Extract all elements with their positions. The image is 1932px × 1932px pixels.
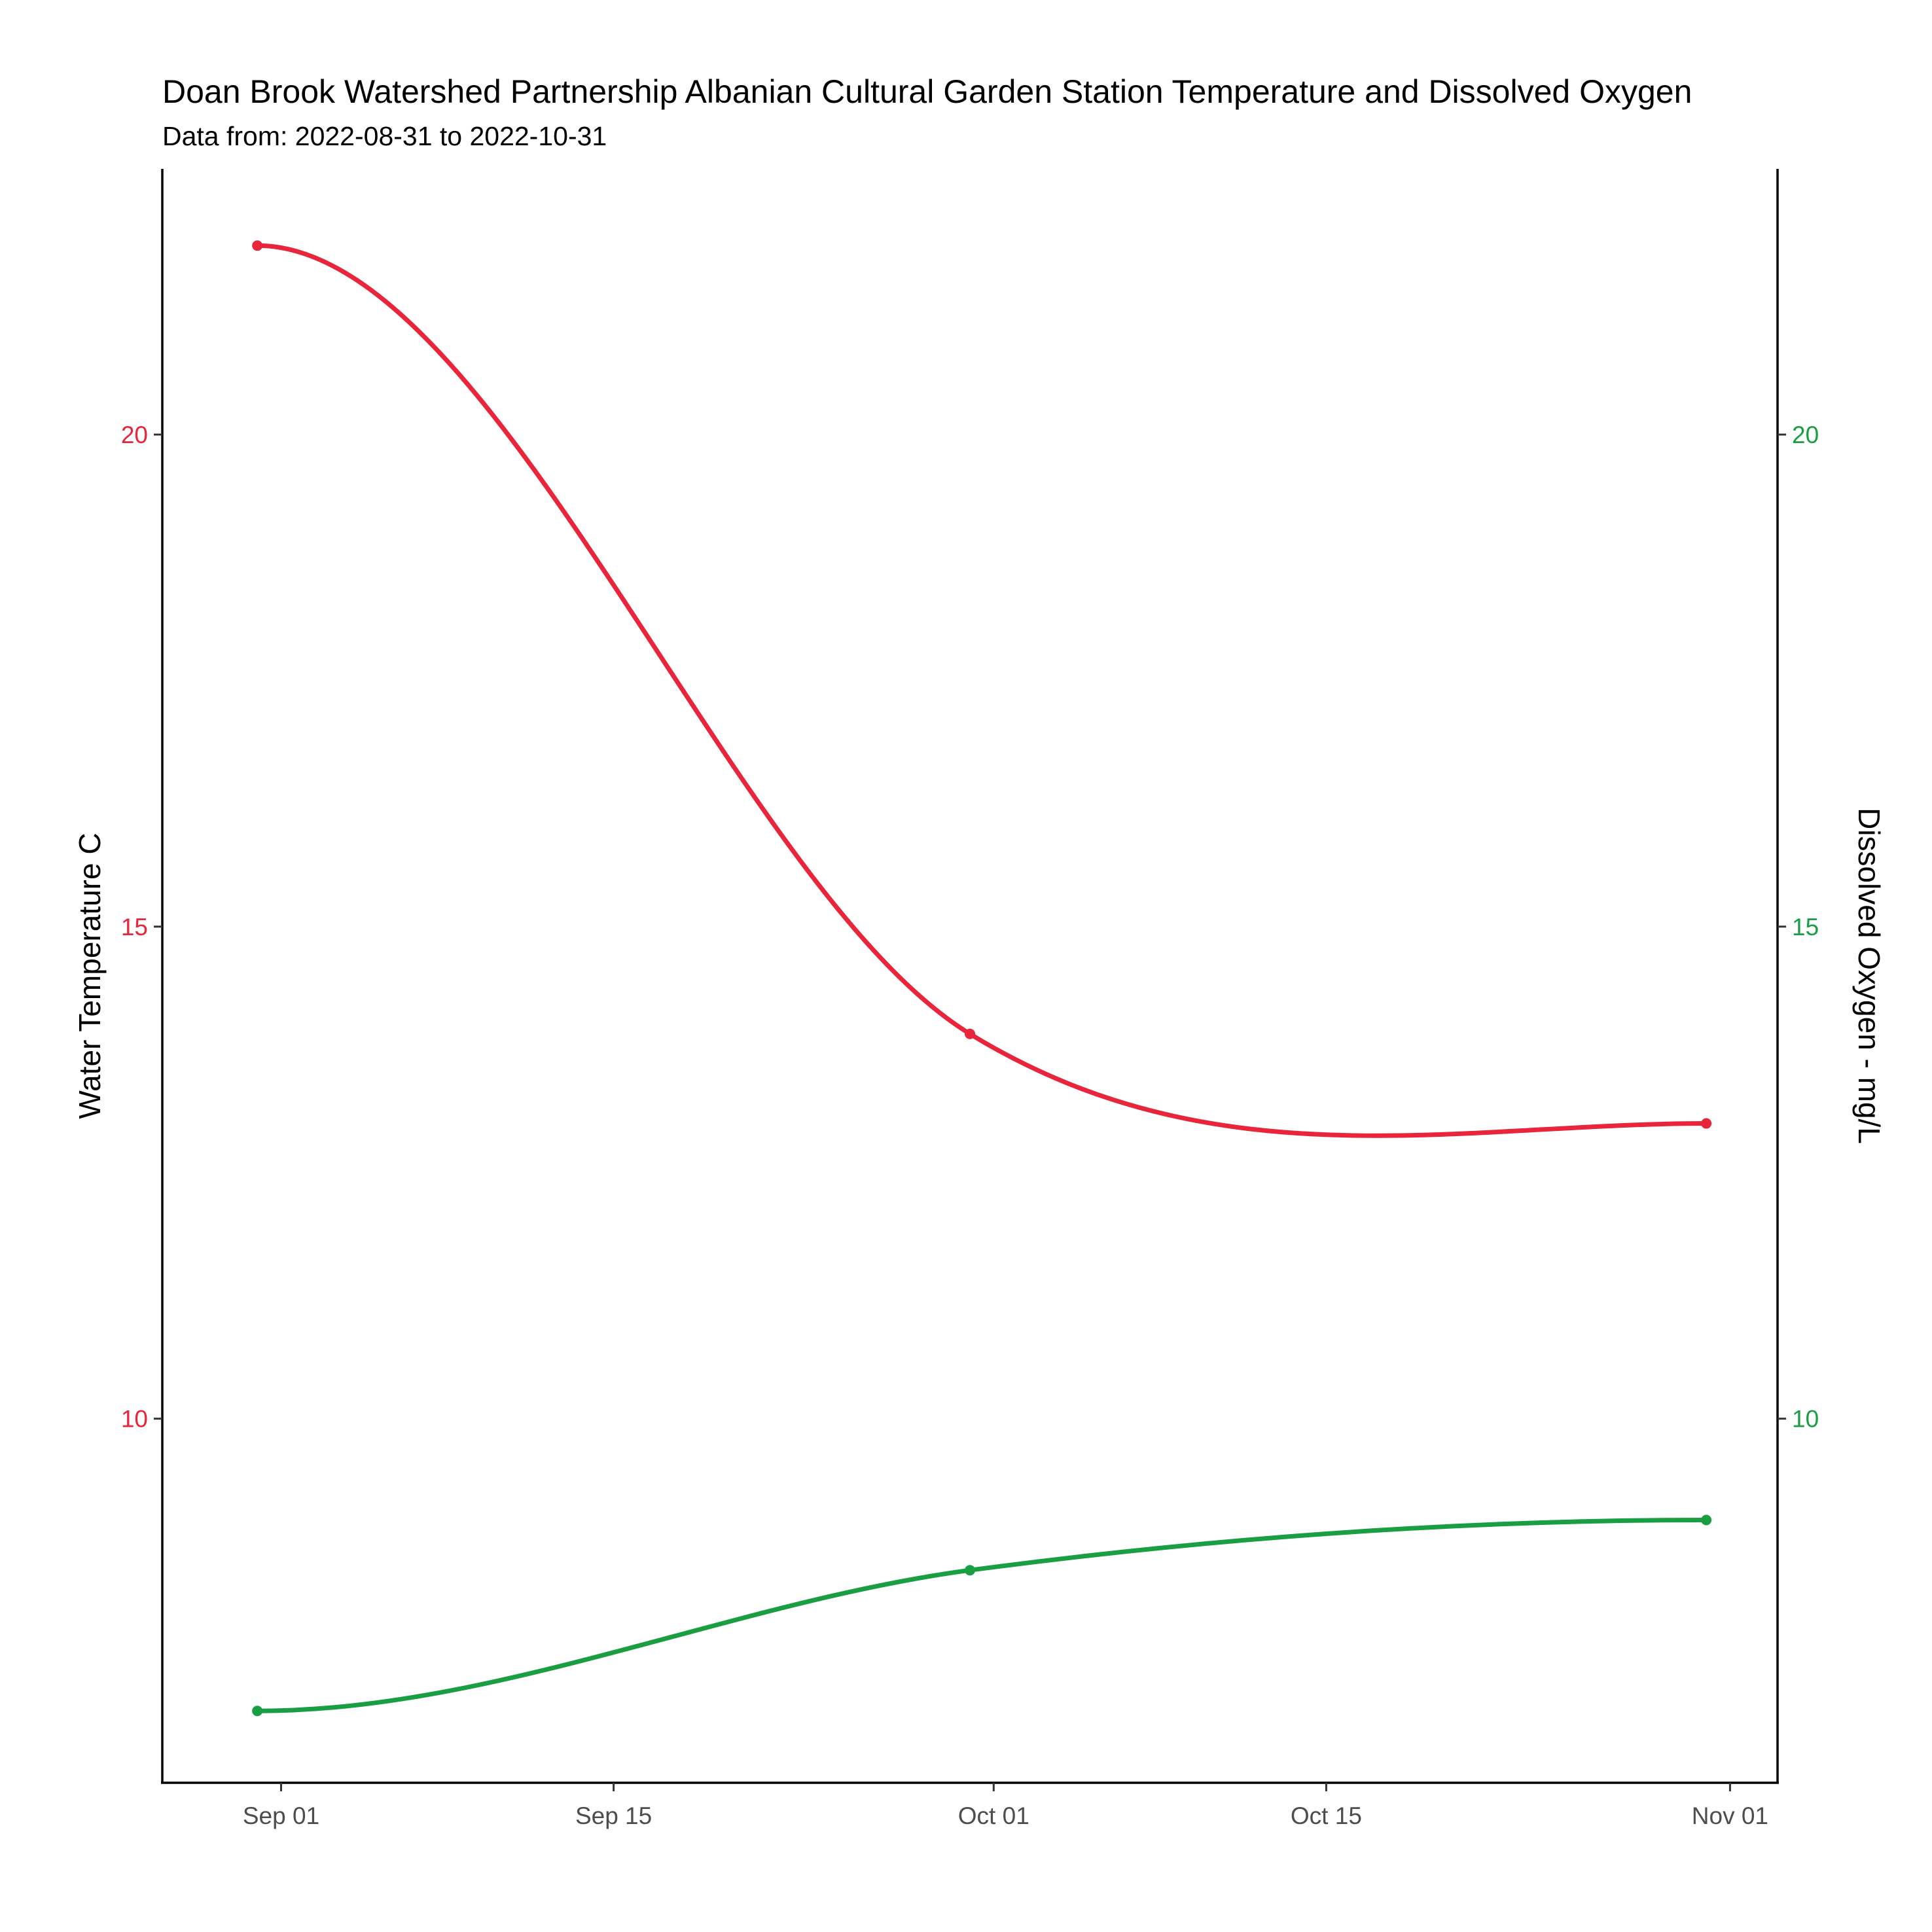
series-point-left: [965, 1028, 975, 1039]
series-layer: [252, 240, 1712, 1717]
series-point-left: [252, 240, 263, 251]
axis-layer: [161, 169, 1779, 1784]
left-y-tick-label: 20: [121, 421, 148, 448]
left-y-tick-label: 15: [121, 914, 148, 940]
x-tick-label: Sep 01: [243, 1802, 319, 1829]
series-line-left: [255, 243, 1709, 1138]
tick-layer: Sep 01 Sep 15 Oct 01 Oct 15 Nov 01 10 15 20 10 15…: [121, 421, 1819, 1829]
x-tick-label: Sep 15: [575, 1802, 652, 1829]
x-tick-label: Oct 15: [1291, 1802, 1362, 1829]
series-point-right: [965, 1565, 975, 1576]
x-tick-label: Oct 01: [958, 1802, 1029, 1829]
series-point-left: [1701, 1118, 1712, 1129]
chart-title: Doan Brook Watershed Partnership Albania…: [162, 73, 1692, 110]
series-point-right: [1701, 1514, 1712, 1526]
left-axis-title: Water Temperature C: [73, 832, 107, 1118]
right-axis-title: Dissolved Oxygen - mg/L: [1852, 808, 1886, 1144]
x-tick-label: Nov 01: [1692, 1802, 1768, 1829]
right-y-tick-label: 10: [1792, 1406, 1819, 1433]
right-y-tick-label: 15: [1792, 914, 1819, 940]
series-point-right: [252, 1706, 263, 1717]
left-y-tick-label: 10: [121, 1406, 148, 1433]
right-y-tick-label: 20: [1792, 421, 1819, 448]
chart-subtitle: Data from: 2022-08-31 to 2022-10-31: [162, 121, 607, 151]
series-line-right: [255, 1518, 1709, 1713]
